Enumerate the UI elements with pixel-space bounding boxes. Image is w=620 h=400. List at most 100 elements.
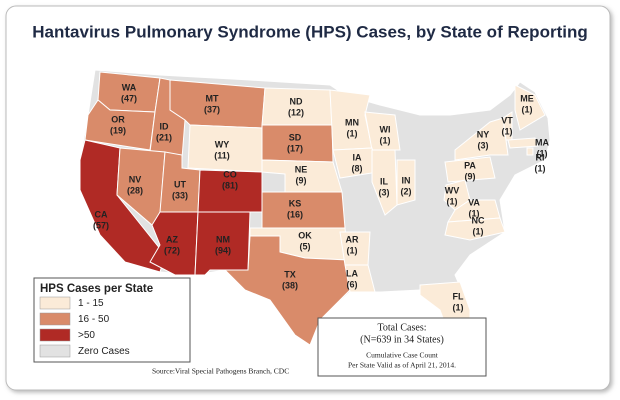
legend-label: >50: [78, 330, 95, 341]
state-cases: (1): [535, 163, 546, 173]
legend: HPS Cases per State 1 - 15 16 - 50 >50 Zero…: [33, 277, 191, 363]
state-labels: WA(47)OR(19) ID(21)MT(37)WY(11)ND(12)SD(1…: [93, 82, 550, 312]
state-shape: [364, 111, 401, 151]
state-cases: (3): [379, 187, 390, 197]
legend-label: 16 - 50: [78, 314, 110, 325]
state-cases: (81): [222, 180, 238, 190]
state-cases: (9): [296, 175, 307, 185]
state-cases: (11): [214, 150, 230, 160]
state-cases: (57): [93, 220, 109, 230]
state-cases: (1): [347, 245, 358, 255]
state-abbr: RI: [536, 152, 545, 162]
state-cases: (12): [288, 107, 304, 117]
source: Source:Viral Special Pathogens Branch, C…: [152, 367, 289, 376]
state-abbr: MT: [206, 93, 219, 103]
legend-items: 1 - 15 16 - 50 >50 Zero Cases: [39, 296, 130, 358]
state-cases: (33): [172, 190, 188, 200]
state-shape: [507, 137, 539, 149]
state-cases: (94): [215, 245, 231, 255]
state-shape: [514, 84, 546, 131]
state-shape: [194, 211, 251, 276]
state-cases: (47): [121, 93, 137, 103]
summary-heading: Total Cases:: [377, 322, 426, 333]
state-shape: [344, 264, 376, 293]
state-shape: [444, 156, 496, 183]
state-cases: (9): [465, 171, 476, 181]
state-abbr: MA: [535, 137, 549, 147]
state-shape: [261, 191, 346, 229]
state-abbr: NY: [477, 129, 490, 139]
state-shape: [444, 217, 506, 241]
legend-swatch: [39, 312, 71, 326]
state-cases: (37): [204, 104, 220, 114]
state-abbr: IA: [353, 152, 363, 162]
state-cases: (28): [127, 185, 143, 195]
state-shape: [454, 117, 509, 161]
state-abbr: IN: [402, 175, 411, 185]
state-abbr: ID: [160, 121, 170, 131]
legend-swatch: [39, 296, 71, 310]
state-shape: [526, 147, 534, 156]
state-abbr: NM: [216, 234, 230, 244]
state-cases: (1): [453, 302, 464, 312]
state-abbr: LA: [346, 268, 358, 278]
state-cases: (1): [447, 196, 458, 206]
state-cases: (1): [473, 226, 484, 236]
state-abbr: KS: [289, 198, 302, 208]
state-abbr: IL: [380, 176, 389, 186]
state-shape: [447, 199, 501, 223]
state-abbr: NC: [472, 215, 485, 225]
state-cases: (17): [287, 143, 303, 153]
state-cases: (1): [522, 104, 533, 114]
state-cases: (38): [282, 280, 298, 290]
state-cases: (16): [287, 209, 303, 219]
state-shape: [396, 159, 416, 206]
state-abbr: AZ: [166, 234, 178, 244]
state-abbr: WA: [122, 82, 137, 92]
state-cases: (1): [502, 126, 513, 136]
state-cases: (8): [352, 163, 363, 173]
state-abbr: PA: [464, 160, 476, 170]
state-abbr: UT: [174, 179, 186, 189]
state-abbr: WY: [215, 139, 230, 149]
summary-total: (N=639 in 34 States): [360, 334, 444, 345]
state-abbr: NE: [295, 164, 308, 174]
state-cases: (1): [469, 208, 480, 218]
state-abbr: WV: [445, 185, 460, 195]
state-cases: (19): [110, 125, 126, 135]
state-abbr: OK: [298, 230, 312, 240]
state-cases: (1): [537, 148, 548, 158]
legend-swatch: [39, 328, 71, 342]
state-abbr: VA: [468, 197, 480, 207]
state-abbr: ME: [520, 93, 534, 103]
state-cases: (5): [300, 241, 311, 251]
title: Hantavirus Pulmonary Syndrome (HPS) Case…: [32, 22, 587, 41]
summary-note: Cumulative Case Count: [366, 351, 439, 360]
summary-note: Per State Valid as of April 21, 2014.: [348, 361, 456, 370]
state-abbr: WI: [380, 124, 391, 134]
state-abbr: TX: [284, 269, 296, 279]
state-cases: (72): [164, 245, 180, 255]
state-cases: (6): [347, 279, 358, 289]
summary: Total Cases: (N=639 in 34 States) Cumula…: [317, 317, 487, 377]
state-abbr: CO: [223, 169, 237, 179]
state-cases: (1): [347, 128, 358, 138]
legend-label: 1 - 15: [78, 298, 104, 309]
state-shape: [371, 149, 398, 216]
state-abbr: SD: [289, 132, 302, 142]
state-abbr: VT: [501, 115, 513, 125]
state-cases: (3): [478, 140, 489, 150]
state-cases: (21): [156, 132, 172, 142]
summary-box: [317, 317, 487, 377]
state-abbr: ND: [290, 96, 303, 106]
state-cases: (1): [380, 135, 391, 145]
legend-label: Zero Cases: [78, 346, 130, 357]
state-abbr: AR: [346, 234, 359, 244]
state-abbr: FL: [453, 291, 464, 301]
state-abbr: MN: [345, 117, 359, 127]
state-abbr: CA: [95, 209, 108, 219]
state-cases: (2): [401, 186, 412, 196]
legend-title: HPS Cases per State: [40, 283, 153, 295]
